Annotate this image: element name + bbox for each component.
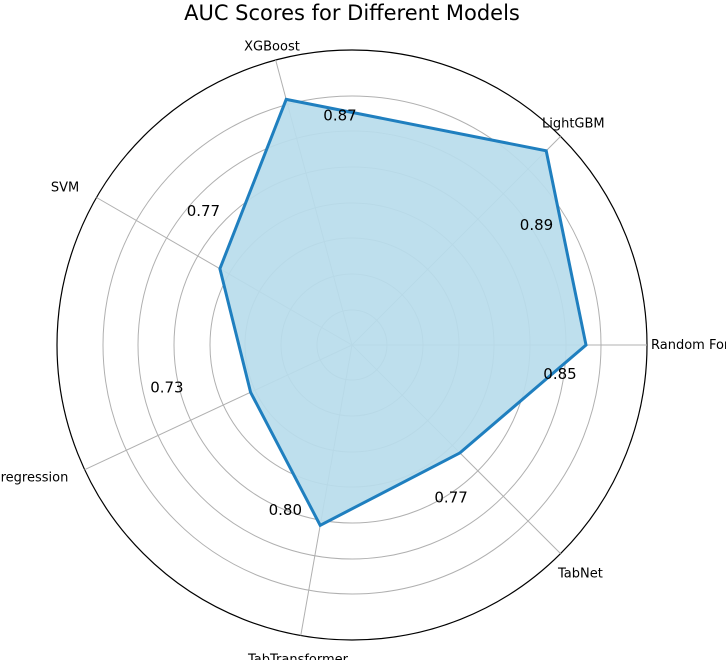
value-label: 0.77 bbox=[434, 489, 467, 507]
axis-label-random-forest: Random Forest bbox=[651, 338, 726, 353]
axis-label-logistic-regression: Logistic regression bbox=[0, 470, 68, 485]
axis-label-tabnet: TabNet bbox=[557, 566, 603, 581]
series-layer bbox=[218, 97, 588, 528]
axis-label-svm: SVM bbox=[51, 181, 79, 196]
axis-label-xgboost: XGBoost bbox=[244, 40, 300, 55]
value-label: 0.87 bbox=[323, 106, 356, 124]
value-label: 0.77 bbox=[187, 202, 220, 220]
axis-label-lightgbm: LightGBM bbox=[542, 117, 605, 132]
chart-title: AUC Scores for Different Models bbox=[184, 1, 520, 25]
value-label: 0.89 bbox=[520, 216, 553, 234]
axis-label-tabtransformer: TabTransformer bbox=[247, 652, 349, 660]
value-label: 0.85 bbox=[543, 365, 576, 383]
value-label: 0.80 bbox=[269, 501, 302, 519]
value-label: 0.73 bbox=[150, 379, 183, 397]
label-layer: Random Forest LightGBM XGBoost SVM Logistic … bbox=[0, 40, 726, 664]
series-area bbox=[219, 99, 586, 526]
series-line bbox=[218, 97, 588, 528]
